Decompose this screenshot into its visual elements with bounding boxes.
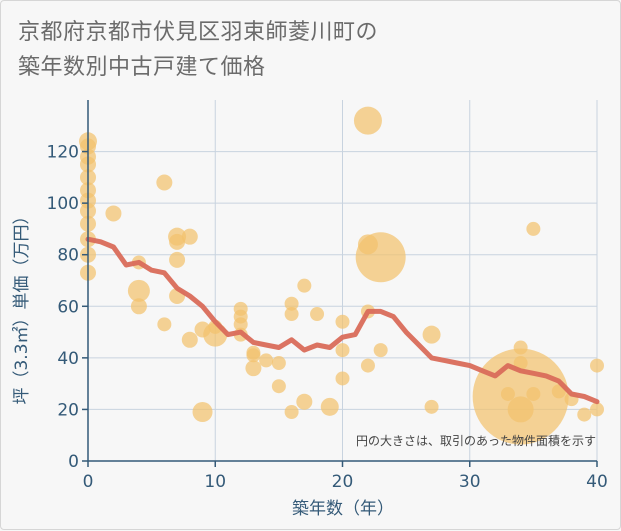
y-tick-label: 60 (57, 297, 79, 317)
data-point (507, 396, 534, 423)
size-note: 円の大きさは、取引のあった物件面積を示す (356, 433, 596, 448)
x-tick-label: 0 (83, 472, 94, 492)
data-point (577, 407, 592, 422)
data-point (335, 314, 350, 329)
data-point (590, 402, 604, 417)
data-point (192, 402, 213, 423)
x-tick-label: 10 (204, 472, 226, 492)
data-point (526, 221, 541, 236)
data-point (373, 343, 388, 358)
data-point (424, 399, 439, 414)
y-tick-label: 100 (47, 194, 79, 214)
x-tick-label: 30 (459, 472, 481, 492)
data-point (246, 348, 261, 363)
y-tick-label: 120 (47, 143, 79, 163)
data-point (130, 298, 147, 315)
x-tick-label: 20 (332, 472, 354, 492)
data-point (335, 343, 350, 358)
data-point (181, 228, 198, 245)
y-tick-label: 80 (57, 246, 79, 266)
data-point (127, 279, 150, 302)
y-tick-label: 0 (68, 452, 79, 472)
data-point (422, 325, 441, 344)
data-point (335, 371, 350, 386)
x-tick-label: 40 (586, 472, 608, 492)
chart-title: 京都府京都市伏見区羽束師菱川町の 築年数別中古戸建て価格 (18, 15, 378, 85)
data-point (355, 232, 406, 283)
data-point (105, 205, 122, 222)
data-point (296, 393, 313, 410)
x-axis-title: 築年数（年） (292, 499, 394, 519)
data-point (284, 307, 299, 322)
chart-title-line-2: 築年数別中古戸建て価格 (18, 55, 266, 80)
data-point (169, 251, 186, 268)
data-point (259, 353, 274, 368)
data-point (157, 317, 172, 332)
data-point (156, 174, 173, 191)
y-tick-label: 40 (57, 349, 79, 369)
chart-title-line-1: 京都府京都市伏見区羽束師菱川町の (18, 20, 379, 45)
y-tick-label: 20 (57, 400, 79, 420)
tick-labels: 0 20 40 60 80 100 120 0 10 20 30 40 (47, 143, 608, 492)
data-point (353, 106, 382, 135)
grid-lines (88, 100, 598, 461)
data-point (284, 296, 299, 311)
trend-line-group (85, 236, 600, 405)
data-point (271, 356, 286, 371)
y-axis-title: 坪（3.3㎡）単価（万円） (12, 207, 32, 404)
data-point (245, 360, 262, 377)
data-point (169, 233, 186, 250)
bubbles (79, 106, 604, 445)
data-point (233, 317, 248, 332)
data-point (310, 307, 325, 322)
data-point (320, 397, 339, 416)
data-point (271, 379, 286, 394)
trend-line (85, 236, 600, 405)
data-point (284, 405, 299, 420)
data-point (181, 331, 198, 348)
data-point (360, 358, 375, 373)
data-point (526, 386, 541, 401)
data-point (297, 278, 312, 293)
data-point (590, 358, 604, 373)
